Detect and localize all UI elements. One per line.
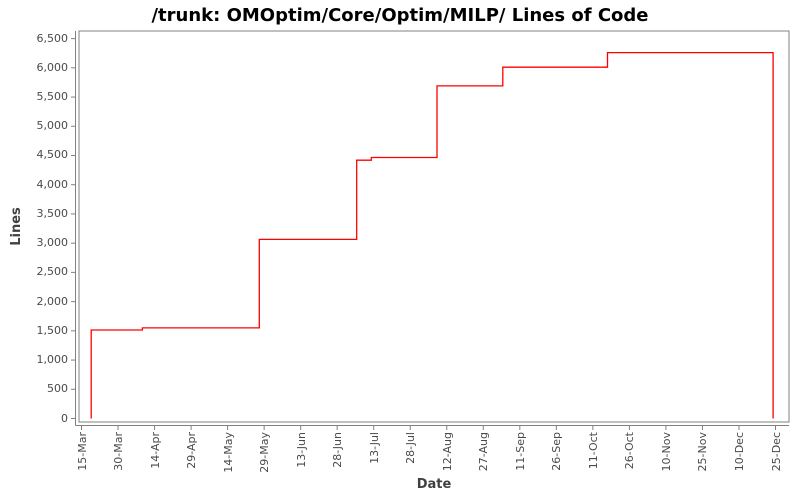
plot-outline <box>78 30 790 423</box>
x-tick-label: 11-Sep <box>513 432 527 471</box>
y-tick-label: 4,000 <box>36 177 69 191</box>
x-tick-label: 29-May <box>258 432 272 473</box>
x-tick-label: 27-Aug <box>477 432 491 472</box>
chart-title: /trunk: OMOptim/Core/Optim/MILP/ Lines o… <box>151 5 649 26</box>
y-axis-title: Lines <box>8 207 24 246</box>
axes-and-ticks <box>71 30 790 430</box>
x-tick-label: 15-Mar <box>75 432 89 471</box>
y-tick-label: 6,000 <box>36 60 69 74</box>
y-tick-label: 5,500 <box>36 90 69 104</box>
y-tick-label: 1,000 <box>36 353 69 367</box>
y-tick-label: 3,500 <box>36 206 69 220</box>
y-tick-label: 3,000 <box>36 236 69 250</box>
x-tick-label: 13-Jun <box>294 432 308 468</box>
x-tick-label: 28-Jul <box>404 432 418 464</box>
y-tick-label: 2,500 <box>36 265 69 279</box>
loc-step-line <box>90 51 774 419</box>
x-tick-label: 12-Aug <box>440 432 454 472</box>
y-tick-label: 500 <box>47 382 68 396</box>
loc-series-path <box>90 51 774 419</box>
y-tick-label: 6,500 <box>36 31 69 45</box>
y-tick-label: 0 <box>61 411 68 425</box>
x-tick-label: 29-Apr <box>185 432 199 469</box>
x-axis-title: Date <box>416 477 452 492</box>
y-tick-label: 4,500 <box>36 148 69 162</box>
x-tick-label: 28-Jun <box>331 432 345 468</box>
y-tick-label: 5,000 <box>36 119 69 133</box>
x-tick-label: 11-Oct <box>586 432 600 470</box>
x-tick-label: 14-Apr <box>148 432 162 469</box>
x-tick-label: 13-Jul <box>367 432 381 464</box>
x-tick-label: 25-Nov <box>696 432 710 472</box>
x-tick-label: 10-Nov <box>659 432 673 472</box>
x-tick-label: 26-Sep <box>550 432 564 471</box>
x-tick-label: 14-May <box>221 432 235 473</box>
x-tick-label: 26-Oct <box>623 432 637 470</box>
x-tick-label: 30-Mar <box>112 432 126 471</box>
y-tick-label: 2,000 <box>36 294 69 308</box>
x-tick-label: 10-Dec <box>732 432 746 472</box>
y-tick-label: 1,500 <box>36 323 69 337</box>
x-tick-label: 25-Dec <box>769 432 783 472</box>
